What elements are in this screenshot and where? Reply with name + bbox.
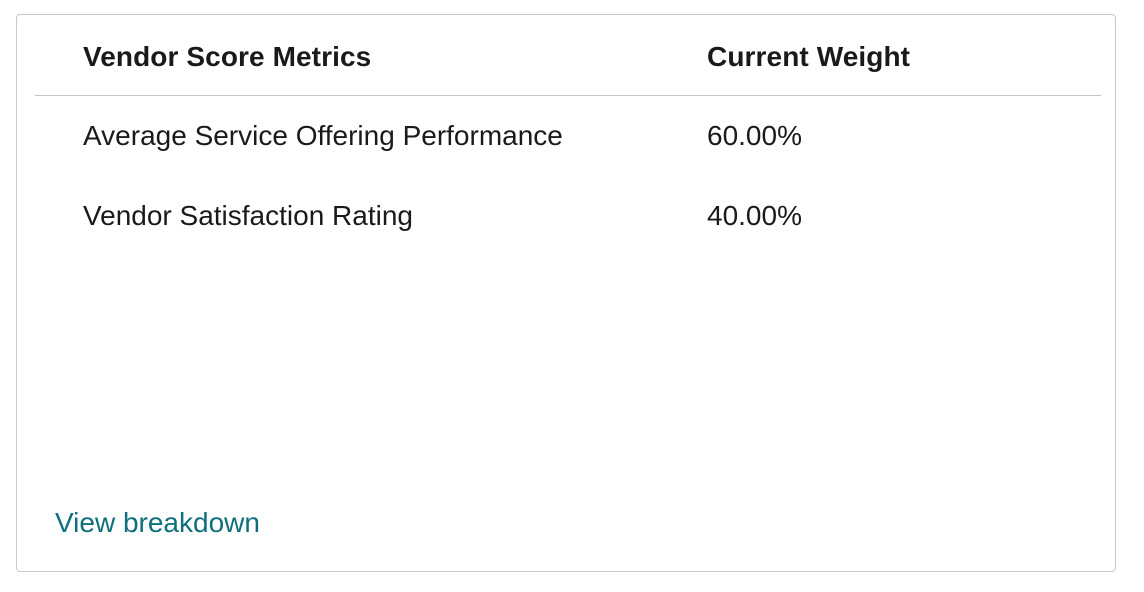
table-row: Vendor Satisfaction Rating 40.00% <box>35 176 1101 256</box>
metric-weight: 40.00% <box>707 200 802 231</box>
metric-name: Average Service Offering Performance <box>83 120 563 151</box>
table-row: Average Service Offering Performance 60.… <box>35 96 1101 176</box>
metric-weight: 60.00% <box>707 120 802 151</box>
vendor-score-card: Vendor Score Metrics Current Weight Aver… <box>16 14 1116 572</box>
weight-column-header: Current Weight <box>707 41 911 72</box>
table-header-row: Vendor Score Metrics Current Weight <box>35 15 1101 96</box>
metric-name: Vendor Satisfaction Rating <box>83 200 413 231</box>
metric-column-header: Vendor Score Metrics <box>83 41 372 72</box>
vendor-score-table: Vendor Score Metrics Current Weight Aver… <box>35 15 1101 256</box>
view-breakdown-link[interactable]: View breakdown <box>55 507 260 538</box>
